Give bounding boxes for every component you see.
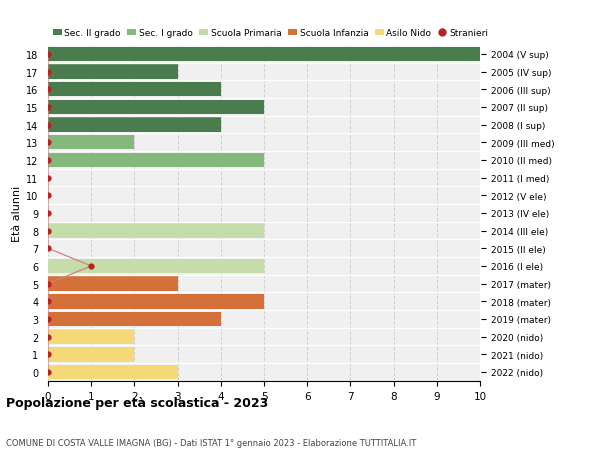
Bar: [48, 312, 221, 326]
Bar: [48, 330, 134, 344]
Bar: [48, 118, 221, 133]
Bar: [48, 224, 264, 238]
Y-axis label: Età alunni: Età alunni: [12, 185, 22, 241]
Bar: [48, 259, 264, 274]
Bar: [48, 294, 264, 309]
Text: COMUNE DI COSTA VALLE IMAGNA (BG) - Dati ISTAT 1° gennaio 2023 - Elaborazione TU: COMUNE DI COSTA VALLE IMAGNA (BG) - Dati…: [6, 438, 416, 447]
Bar: [48, 365, 178, 380]
Bar: [48, 347, 134, 362]
Bar: [48, 83, 221, 97]
Bar: [48, 277, 178, 291]
Legend: Sec. II grado, Sec. I grado, Scuola Primaria, Scuola Infanzia, Asilo Nido, Stran: Sec. II grado, Sec. I grado, Scuola Prim…: [53, 29, 488, 38]
Y-axis label: Anni di nascita: Anni di nascita: [598, 175, 600, 252]
Bar: [48, 65, 178, 79]
Bar: [48, 101, 264, 115]
Bar: [48, 153, 264, 168]
Text: Popolazione per età scolastica - 2023: Popolazione per età scolastica - 2023: [6, 396, 268, 409]
Bar: [48, 136, 134, 150]
Bar: [48, 47, 480, 62]
